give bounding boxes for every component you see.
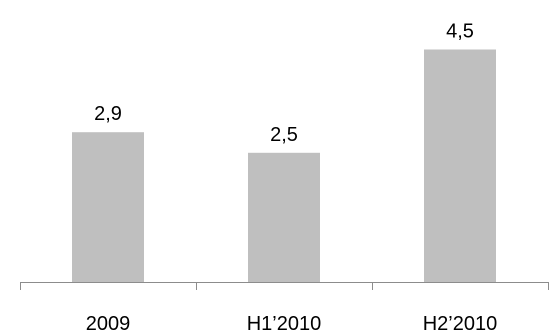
data-labels-layer: 2,9 2,5 4,5	[94, 21, 474, 146]
bar	[424, 49, 496, 282]
bar-value-label: 2,5	[270, 124, 298, 146]
bar	[248, 152, 320, 282]
x-axis-tick-labels: 2009 H1’2010 H2’2010	[86, 313, 498, 335]
x-axis-category-label: H2’2010	[423, 313, 498, 335]
bar-value-label: 4,5	[446, 21, 474, 43]
x-axis-category-label: 2009	[86, 313, 131, 335]
bar	[72, 132, 144, 282]
bar-value-label: 2,9	[94, 103, 122, 125]
x-axis-ticks	[20, 282, 549, 290]
bars-layer	[72, 49, 496, 282]
x-axis-category-label: H1’2010	[247, 313, 322, 335]
